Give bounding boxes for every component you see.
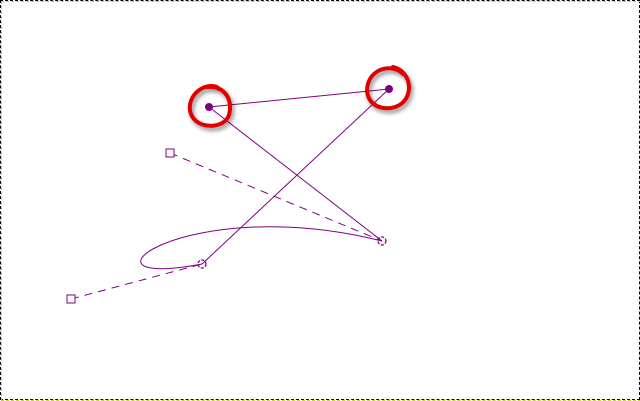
path-segment-right-to-lower-anchor[interactable]: [201, 88, 390, 265]
red-circle-annotation-icon: [365, 65, 411, 111]
path-curve-segment[interactable]: [140, 226, 383, 270]
bezier-handle-line-upper: [169, 152, 383, 242]
handle-square-icon[interactable]: [66, 294, 76, 304]
path-segment-left-to-right-anchor[interactable]: [208, 106, 383, 242]
anchor-point-icon[interactable]: [377, 236, 387, 246]
anchor-point-icon[interactable]: [197, 259, 207, 269]
anchor-point-icon[interactable]: [205, 103, 213, 111]
red-circle-annotation-icon: [187, 83, 232, 128]
path-segment-top[interactable]: [208, 88, 390, 108]
anchor-point-icon[interactable]: [385, 85, 393, 93]
handle-square-icon[interactable]: [165, 148, 175, 158]
bezier-handle-line-lower: [70, 263, 203, 300]
